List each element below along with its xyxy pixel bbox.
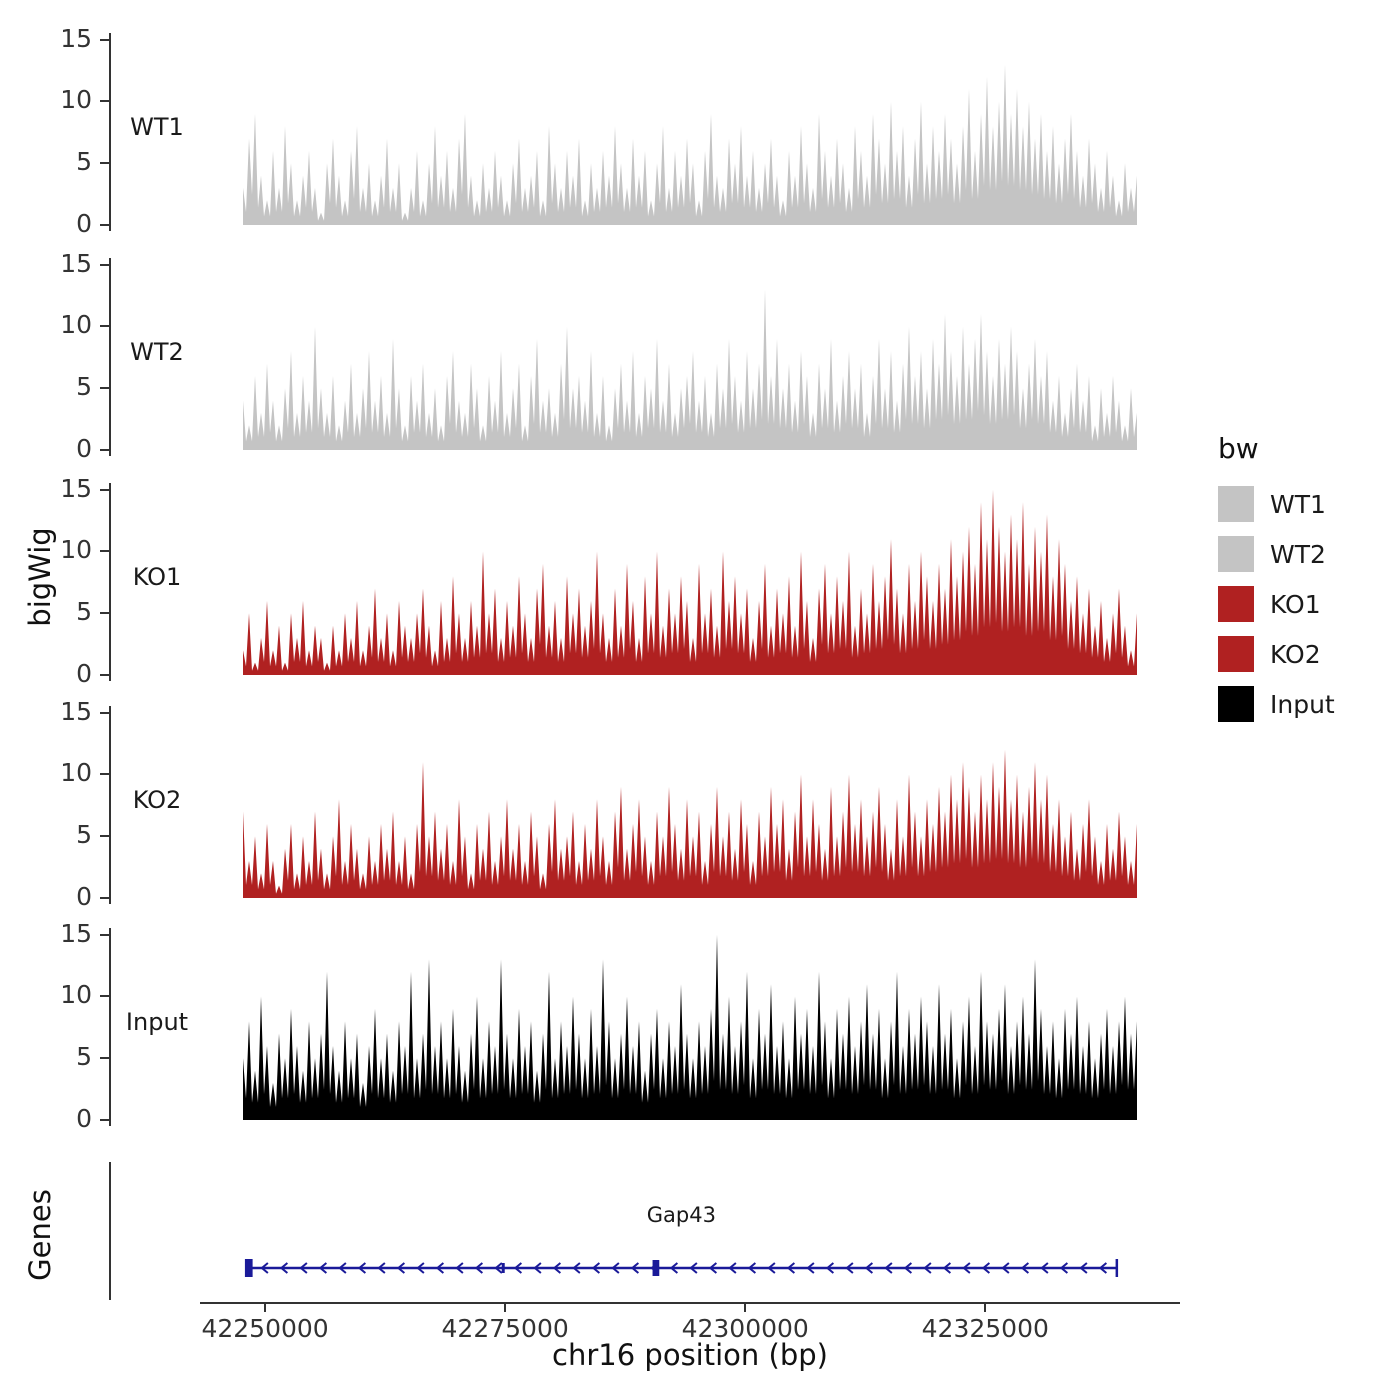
gene-name-label: Gap43 <box>647 1203 716 1227</box>
x-tick <box>744 1302 747 1312</box>
gene-model-track: Gap43 <box>244 1203 1119 1277</box>
coverage-area-ko2 <box>243 749 1137 898</box>
y-tick-label: 15 <box>60 23 92 53</box>
y-tick <box>100 835 109 838</box>
y-tick <box>100 674 109 676</box>
legend-item-wt2: WT2 <box>1218 529 1335 579</box>
genes-axis-line <box>109 1162 111 1300</box>
y-tick-label: 15 <box>60 473 92 503</box>
x-tick-label: 42325000 <box>921 1314 1049 1343</box>
coverage-area-input <box>243 934 1137 1120</box>
legend-item-ko1: KO1 <box>1218 579 1335 629</box>
y-tick <box>100 224 109 226</box>
y-tick <box>100 387 109 390</box>
y-tick-label: 15 <box>60 918 92 948</box>
y-tick <box>100 449 109 451</box>
track-label-ko1: KO1 <box>132 563 182 591</box>
legend: bw WT1 WT2 KO1 KO2 Input <box>1218 432 1335 729</box>
y-tick <box>100 38 109 41</box>
y-tick-label: 5 <box>76 820 92 850</box>
y-axis-line-ko1 <box>109 483 111 681</box>
legend-item-wt1: WT1 <box>1218 479 1335 529</box>
y-tick-label: 5 <box>76 372 92 402</box>
y-tick-label: 0 <box>76 209 92 238</box>
track-label-input: Input <box>125 1008 189 1036</box>
legend-item-input: Input <box>1218 679 1335 729</box>
y-tick <box>100 773 109 776</box>
x-tick <box>504 1302 507 1312</box>
y-axis-line-input <box>109 928 111 1126</box>
y-tick <box>100 933 109 936</box>
legend-title: bw <box>1218 432 1259 465</box>
legend-item-ko2: KO2 <box>1218 629 1335 679</box>
y-tick-label: 0 <box>76 434 92 463</box>
track-label-wt2: WT2 <box>130 338 184 366</box>
y-tick <box>100 711 109 714</box>
legend-label: WT1 <box>1270 489 1326 519</box>
y-axis-line-wt2 <box>109 258 111 456</box>
y-tick <box>100 263 109 266</box>
legend-swatch <box>1218 536 1254 572</box>
y-tick-label: 10 <box>60 980 92 1010</box>
y-tick-label: 0 <box>76 659 92 688</box>
legend-label: WT2 <box>1270 539 1326 569</box>
y-tick <box>100 995 109 998</box>
y-tick-label: 5 <box>76 147 92 177</box>
x-axis-line <box>200 1302 1180 1304</box>
x-tick <box>984 1302 987 1312</box>
x-tick-label: 42275000 <box>441 1314 569 1343</box>
track-label-ko2: KO2 <box>132 786 182 814</box>
y-axis-line-wt1 <box>109 33 111 231</box>
y-tick-label: 5 <box>76 1042 92 1072</box>
y-tick <box>100 897 109 899</box>
y-axis-title: bigWig <box>23 527 57 627</box>
y-tick-label: 5 <box>76 597 92 627</box>
y-tick-label: 15 <box>60 696 92 726</box>
y-axis-line-ko2 <box>109 706 111 904</box>
y-tick <box>100 550 109 553</box>
x-axis-title: chr16 position (bp) <box>552 1338 828 1372</box>
y-tick-label: 15 <box>60 248 92 278</box>
y-tick-label: 10 <box>60 85 92 115</box>
legend-label: Input <box>1270 689 1335 719</box>
legend-swatch <box>1218 586 1254 622</box>
y-tick-label: 0 <box>76 1104 92 1133</box>
coverage-area-wt2 <box>243 289 1137 450</box>
legend-label: KO2 <box>1270 639 1321 669</box>
coverage-area-ko1 <box>243 489 1137 675</box>
y-tick-label: 10 <box>60 310 92 340</box>
x-tick-label: 42300000 <box>681 1314 809 1343</box>
y-tick <box>100 612 109 615</box>
legend-items: WT1 WT2 KO1 KO2 Input <box>1218 479 1335 729</box>
y-tick <box>100 162 109 165</box>
legend-swatch <box>1218 636 1254 672</box>
coverage-area-wt1 <box>243 64 1137 225</box>
track-label-wt1: WT1 <box>130 113 184 141</box>
y-tick-label: 0 <box>76 882 92 911</box>
y-tick-label: 10 <box>60 535 92 565</box>
y-tick-label: 10 <box>60 758 92 788</box>
y-tick <box>100 488 109 491</box>
legend-swatch <box>1218 486 1254 522</box>
legend-label: KO1 <box>1270 589 1321 619</box>
y-tick <box>100 100 109 103</box>
y-tick <box>100 1057 109 1060</box>
genes-panel-title: Genes <box>23 1189 57 1281</box>
legend-swatch <box>1218 686 1254 722</box>
y-tick <box>100 325 109 328</box>
y-tick <box>100 1119 109 1121</box>
x-tick <box>264 1302 267 1312</box>
x-tick-label: 42250000 <box>201 1314 329 1343</box>
